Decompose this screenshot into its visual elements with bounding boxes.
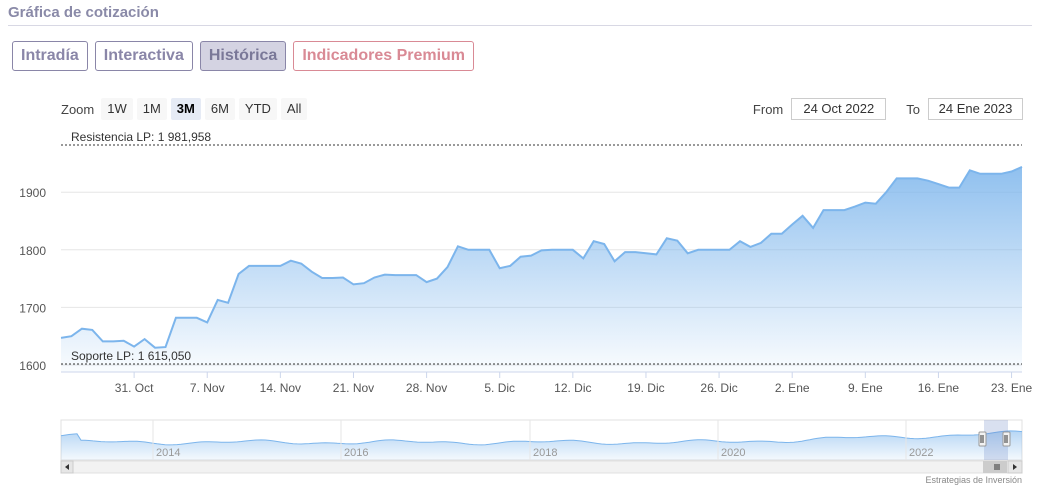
- zoom-6m-button[interactable]: 6M: [204, 98, 235, 120]
- scrollbar-track: [60, 460, 1023, 474]
- navigator-year-label: 2022: [909, 447, 933, 459]
- x-tick-label: 12. Dic: [554, 381, 591, 395]
- tab-indicadores-premium[interactable]: Indicadores Premium: [293, 41, 475, 71]
- zoom-all-button[interactable]: All: [280, 98, 308, 120]
- x-tick-label: 28. Nov: [406, 381, 447, 395]
- arrow-right-icon: [1013, 464, 1017, 470]
- tab-interactiva[interactable]: Interactiva: [94, 41, 193, 71]
- zoom-selector: Zoom 1W 1M 3M 6M YTD All: [61, 98, 308, 120]
- series-area: [61, 166, 1022, 372]
- x-tick-label: 26. Dic: [700, 381, 737, 395]
- y-tick-label: 1700: [19, 301, 46, 315]
- navigator-year-label: 2014: [156, 447, 180, 459]
- navigator-year-label: 2016: [344, 447, 368, 459]
- from-date-input[interactable]: 24 Oct 2022: [791, 98, 887, 120]
- navigator-year-label: 2020: [721, 447, 745, 459]
- from-label: From: [752, 101, 784, 117]
- zoom-1m-button[interactable]: 1M: [136, 98, 167, 120]
- x-tick-label: 23. Ene: [991, 381, 1033, 395]
- x-tick-label: 19. Dic: [627, 381, 664, 395]
- x-tick-label: 14. Nov: [260, 381, 301, 395]
- x-tick-label: 7. Nov: [190, 381, 225, 395]
- resistance-label: Resistencia LP: 1 981,958: [71, 130, 211, 144]
- zoom-ytd-button[interactable]: YTD: [238, 98, 277, 120]
- navigator-line: [60, 430, 1023, 446]
- zoom-label: Zoom: [61, 101, 95, 117]
- support-label: Soporte LP: 1 615,050: [71, 349, 191, 363]
- to-label: To: [906, 101, 920, 117]
- navigator-area: [61, 430, 1022, 460]
- zoom-3m-button[interactable]: 3M: [170, 98, 201, 120]
- tab-historica[interactable]: Histórica: [199, 41, 287, 71]
- tab-intradia[interactable]: Intradía: [12, 41, 88, 71]
- to-date-input[interactable]: 24 Ene 2023: [928, 98, 1023, 120]
- x-tick-label: 31. Oct: [115, 381, 154, 395]
- x-tick-label: 9. Ene: [848, 381, 883, 395]
- chart-credit: Estrategias de Inversión: [925, 475, 1022, 485]
- x-tick-label: 21. Nov: [333, 381, 374, 395]
- y-tick-label: 1900: [19, 186, 46, 200]
- x-tick-label: 2. Ene: [775, 381, 810, 395]
- date-range: From 24 Oct 2022 To 24 Ene 2023: [753, 98, 1023, 120]
- section-title: Gráfica de cotización: [8, 4, 159, 21]
- y-tick-label: 1600: [19, 359, 46, 373]
- zoom-1w-button[interactable]: 1W: [101, 98, 133, 120]
- arrow-left-icon: [65, 464, 69, 470]
- y-tick-label: 1800: [19, 244, 46, 258]
- chart-tabs: Intradía Interactiva Histórica Indicador…: [12, 41, 475, 71]
- x-tick-label: 5. Dic: [484, 381, 515, 395]
- title-divider: [8, 25, 1032, 26]
- navigator-year-label: 2018: [533, 447, 557, 459]
- series-line: [60, 165, 1023, 349]
- x-tick-label: 16. Ene: [918, 381, 960, 395]
